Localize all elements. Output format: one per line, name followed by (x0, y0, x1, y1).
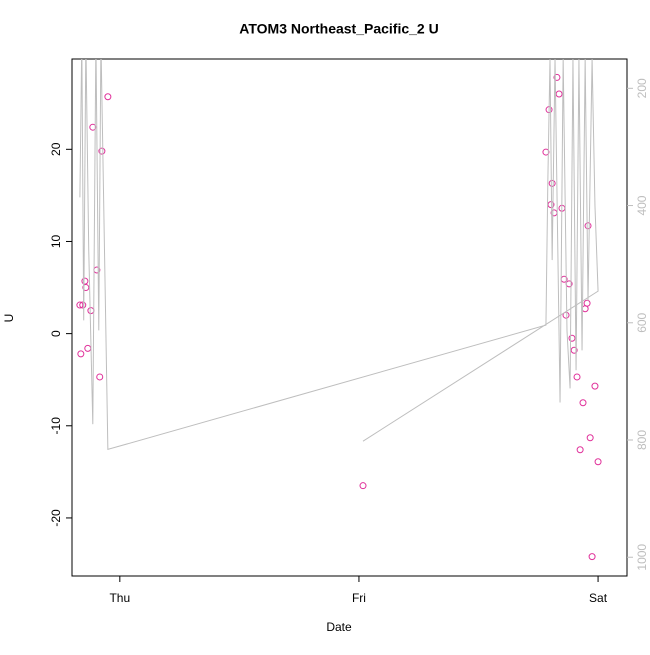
point (96, 373, 104, 381)
y-axis-label: U (2, 314, 16, 323)
point (568, 334, 576, 342)
y2-tick-label: 200 (635, 78, 649, 98)
y2-tick-label: 400 (635, 195, 649, 215)
point (579, 399, 587, 407)
y-tick-label: 10 (49, 234, 63, 248)
point (594, 458, 602, 466)
point (588, 553, 596, 561)
y-tick-label: 0 (49, 330, 63, 337)
chart-title: ATOM3 Northeast_Pacific_2 U (239, 21, 438, 37)
point (84, 344, 92, 352)
point (583, 299, 591, 307)
point (570, 346, 578, 354)
point (87, 307, 95, 315)
y-tick-label: -10 (49, 417, 63, 435)
line (79, 59, 599, 451)
point (77, 350, 85, 358)
y-tick-label: 20 (49, 142, 63, 156)
point (591, 382, 599, 390)
point (548, 179, 556, 187)
point (89, 123, 97, 131)
point (104, 93, 112, 101)
y2-tick-label: 1000 (635, 544, 649, 571)
point (81, 277, 89, 285)
point (573, 373, 581, 381)
point (82, 284, 90, 292)
y2-tick-label: 800 (635, 430, 649, 450)
point (586, 434, 594, 442)
point (542, 148, 550, 156)
point (359, 482, 367, 490)
x-tick-label: Fri (352, 591, 366, 605)
y2-tick-label: 600 (635, 312, 649, 332)
x-axis-label: Date (326, 620, 352, 634)
point (562, 311, 570, 319)
point (553, 73, 561, 81)
point (98, 147, 106, 155)
x-tick-label: Sat (589, 591, 608, 605)
plot-frame (71, 58, 628, 577)
point (76, 301, 84, 309)
x-tick-label: Thu (109, 591, 130, 605)
point (576, 446, 584, 454)
point (584, 222, 592, 230)
y-tick-label: -20 (49, 509, 63, 527)
point (555, 90, 563, 98)
plot-area (76, 59, 602, 561)
point (79, 301, 87, 309)
